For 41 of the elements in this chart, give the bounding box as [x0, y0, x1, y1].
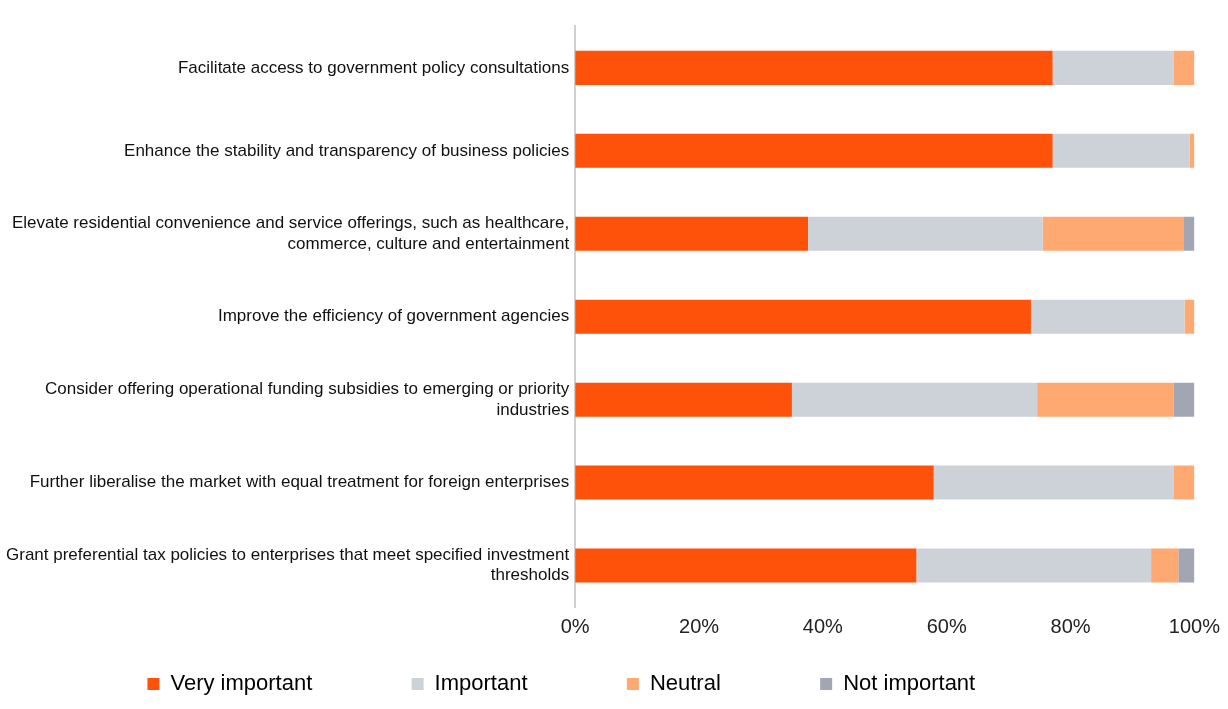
- bar: [575, 216, 809, 251]
- bar: [1173, 465, 1195, 500]
- y-tick-label: Enhance the stability and transparency of business policies: [124, 140, 570, 160]
- bar: [1184, 299, 1195, 334]
- bar: [575, 299, 1031, 334]
- bar: [1042, 216, 1184, 251]
- bar: [933, 465, 1174, 500]
- x-tick-label: 80%: [1050, 614, 1091, 637]
- y-tick-label: Further liberalise the market with equal treatment for foreign enterprises: [29, 472, 570, 492]
- y-tick-label: Consider offering operational funding subsidies to emerging or priority industries: [45, 379, 570, 419]
- bar: [1178, 548, 1195, 583]
- bar: [916, 548, 1152, 583]
- bar: [791, 382, 1038, 417]
- legend-label: Important: [434, 670, 601, 696]
- y-tick-label: Facilitate access to government policy consultations: [177, 57, 570, 77]
- bar: [1151, 548, 1179, 583]
- bar: [1189, 133, 1195, 168]
- bar: [575, 50, 1053, 85]
- bar: [575, 548, 917, 583]
- bar: [808, 216, 1043, 251]
- legend-label: Neutral: [649, 670, 795, 696]
- bar: [575, 133, 1053, 168]
- legend-label: Not important: [843, 670, 1049, 696]
- bar: [1173, 382, 1195, 417]
- bar: [1030, 299, 1185, 334]
- x-tick-label: 100%: [1168, 614, 1221, 637]
- x-tick-label: 20%: [679, 614, 720, 637]
- x-tick-label: 60%: [926, 614, 967, 637]
- y-tick-label: Elevate residential convenience and service offerings, such as healthcare, commerce, culture and entertainment: [11, 213, 570, 253]
- y-tick-label: Grant preferential tax policies to enterprises that meet specified investment thresholds: [5, 545, 570, 585]
- bar: [1052, 50, 1174, 85]
- bar: [1037, 382, 1174, 417]
- x-tick-label: 40%: [802, 614, 844, 637]
- legend-label: Very important: [170, 670, 386, 696]
- bar: [1183, 216, 1195, 251]
- bar: [575, 465, 934, 500]
- bar: [575, 382, 792, 417]
- y-tick-label: Improve the efficiency of government agencies: [217, 306, 570, 326]
- x-tick-label: 0%: [560, 614, 590, 637]
- bar: [1173, 50, 1195, 85]
- bar: [1052, 133, 1190, 168]
